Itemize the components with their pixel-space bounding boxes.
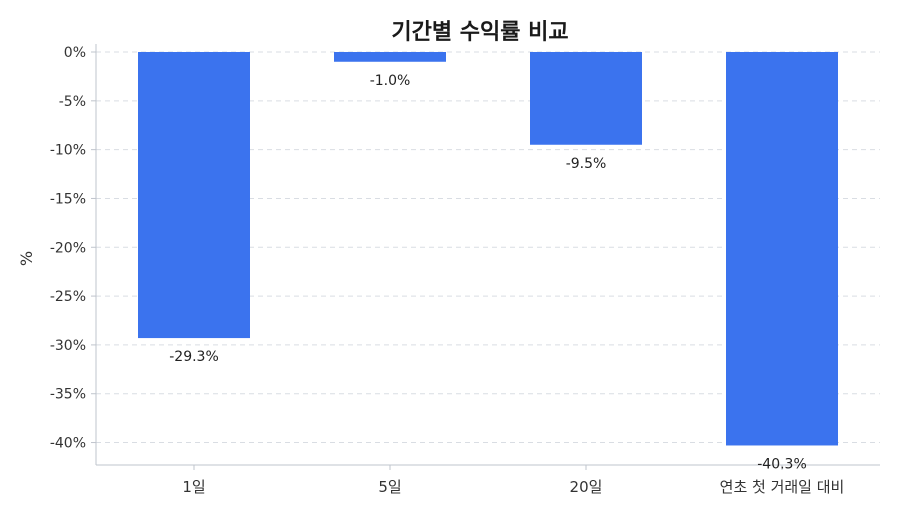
x-tick-label: 1일 (182, 478, 205, 496)
bars (138, 52, 838, 446)
chart-title: 기간별 수익률 비교 (391, 20, 569, 45)
data-label: -9.5% (566, 156, 607, 172)
data-label: -1.0% (370, 73, 411, 89)
y-tick-label: -30% (50, 338, 86, 354)
x-tick-label: 5일 (378, 478, 401, 496)
bar (334, 52, 446, 62)
bar (726, 52, 838, 446)
x-tick-label: 20일 (570, 478, 603, 496)
y-axis-label: % (17, 251, 36, 266)
y-tick-label: -10% (50, 143, 86, 159)
bar (138, 52, 250, 339)
y-tick-label: -20% (50, 240, 86, 256)
labels: 0% -5% -10% -15% -20% -25% -30% -35% -40%% -29.3%… (17, 45, 844, 496)
y-tick-label: -15% (50, 191, 86, 207)
x-tick-label: 연초 첫 거래일 대비 (720, 478, 845, 496)
axes (91, 44, 880, 470)
y-tick-label: -25% (50, 289, 86, 305)
y-tick-label: 0% (64, 45, 86, 61)
y-tick-label: -40% (50, 436, 86, 452)
y-tick-label: -35% (50, 387, 86, 403)
y-tick-label: -5% (59, 94, 86, 110)
bar (530, 52, 642, 145)
data-label: -40.3% (757, 456, 807, 472)
data-label: -29.3% (169, 349, 219, 365)
